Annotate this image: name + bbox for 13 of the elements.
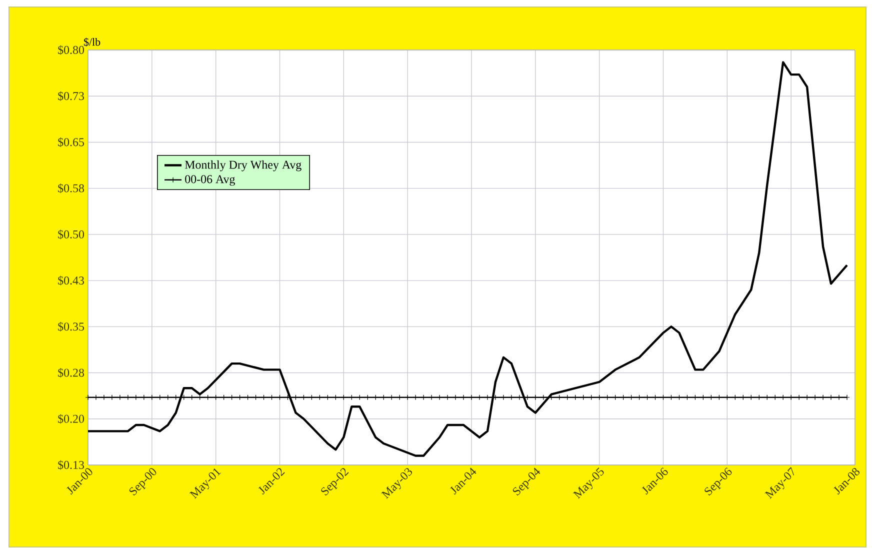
y-tick-label: $0.35	[58, 322, 84, 332]
y-tick-label: $0.20	[58, 414, 84, 424]
y-tick-label: $0.43	[58, 276, 84, 286]
legend-label: Monthly Dry Whey Avg	[184, 160, 302, 172]
y-tick-label: $0.50	[58, 230, 84, 240]
y-tick-label: $0.73	[58, 91, 84, 101]
y-tick-label: $0.28	[58, 368, 84, 378]
legend-label: 00-06 Avg	[185, 175, 235, 186]
y-axis-title: $/lb	[84, 38, 100, 46]
y-tick-label: $0.80	[58, 45, 84, 55]
y-tick-label: $0.65	[58, 137, 84, 147]
y-tick-label: $0.13	[58, 460, 84, 470]
y-tick-label: $0.58	[58, 184, 84, 194]
